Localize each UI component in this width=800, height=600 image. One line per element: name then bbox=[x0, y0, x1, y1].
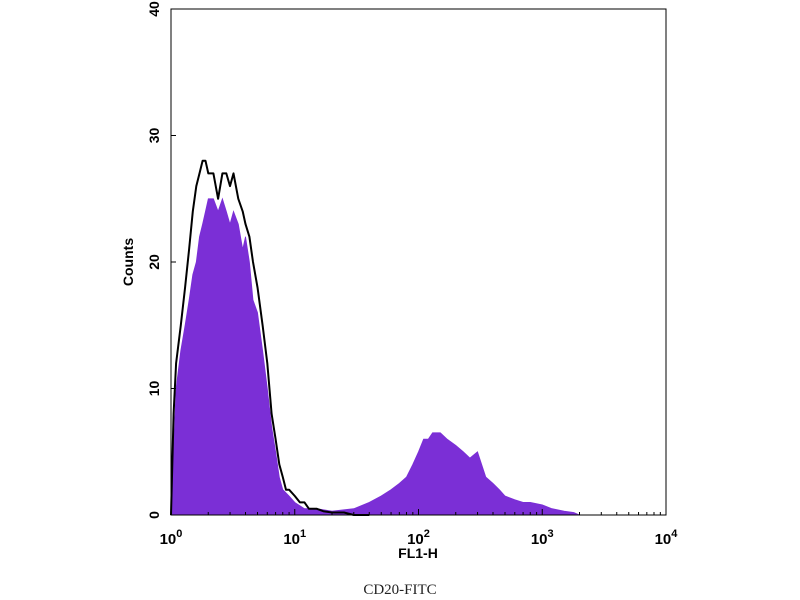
y-tick-label: 10 bbox=[146, 381, 162, 397]
axis-layer: 0 10 20 30 40 100 101 102 103 104 bbox=[146, 1, 678, 548]
x-tick-label: 100 bbox=[160, 528, 183, 548]
y-tick-label: 0 bbox=[146, 511, 162, 519]
y-tick-label: 30 bbox=[146, 128, 162, 144]
x-tick-label: 101 bbox=[283, 528, 306, 548]
x-tick-label: 103 bbox=[531, 528, 554, 548]
y-tick-label: 20 bbox=[146, 254, 162, 270]
x-axis-label: FL1-H bbox=[398, 545, 438, 561]
y-tick-label: 40 bbox=[146, 1, 162, 17]
x-tick-label: 102 bbox=[407, 528, 430, 548]
histogram-outline-1 bbox=[170, 159, 370, 516]
series-layer bbox=[170, 159, 666, 516]
histogram-filled-0 bbox=[170, 197, 666, 516]
y-axis-label: Counts bbox=[120, 238, 136, 286]
chart-caption: CD20-FITC bbox=[363, 582, 437, 598]
x-tick-label: 104 bbox=[655, 528, 679, 548]
